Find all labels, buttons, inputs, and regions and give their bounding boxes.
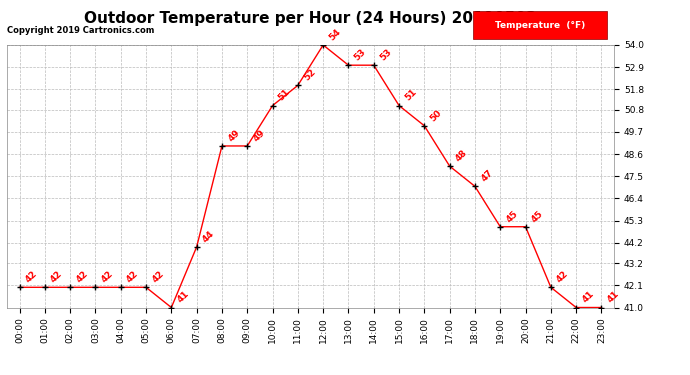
Text: 41: 41 <box>175 290 191 305</box>
Text: 49: 49 <box>226 128 242 143</box>
Text: 42: 42 <box>75 269 90 285</box>
Text: 42: 42 <box>150 269 166 285</box>
Text: 42: 42 <box>555 269 571 285</box>
Text: 51: 51 <box>277 88 292 103</box>
Text: 53: 53 <box>353 47 368 62</box>
Text: 53: 53 <box>378 47 393 62</box>
Text: 54: 54 <box>327 27 343 42</box>
Text: Copyright 2019 Cartronics.com: Copyright 2019 Cartronics.com <box>7 26 155 35</box>
Text: 42: 42 <box>125 269 140 285</box>
Text: 48: 48 <box>454 148 469 164</box>
Text: 47: 47 <box>479 168 495 184</box>
Text: 41: 41 <box>606 290 621 305</box>
Text: 45: 45 <box>504 209 520 224</box>
Text: Temperature  (°F): Temperature (°F) <box>495 21 585 30</box>
Text: 41: 41 <box>580 290 595 305</box>
Text: 51: 51 <box>403 88 418 103</box>
Text: 45: 45 <box>530 209 545 224</box>
Text: 42: 42 <box>99 269 115 285</box>
Text: 42: 42 <box>49 269 64 285</box>
Text: 49: 49 <box>251 128 267 143</box>
Text: 42: 42 <box>23 269 39 285</box>
Text: Outdoor Temperature per Hour (24 Hours) 20190503: Outdoor Temperature per Hour (24 Hours) … <box>84 11 537 26</box>
Text: 50: 50 <box>428 108 444 123</box>
Text: 52: 52 <box>302 68 317 82</box>
Text: 44: 44 <box>201 229 216 244</box>
